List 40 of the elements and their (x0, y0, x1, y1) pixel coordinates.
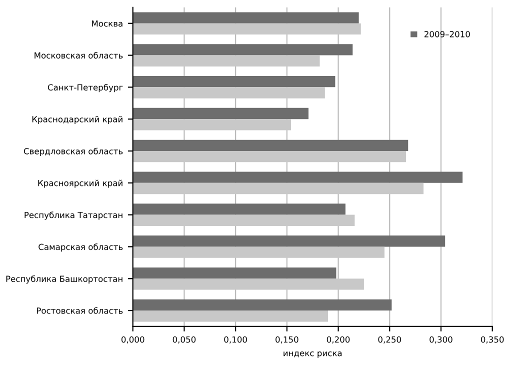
x-tick-label: 0,300 (430, 336, 452, 344)
y-tick-label: Самарская область (38, 243, 123, 252)
bar (132, 12, 359, 24)
bar (132, 172, 463, 183)
bar (132, 204, 346, 215)
bar (132, 108, 308, 120)
bar (132, 87, 325, 98)
bar (132, 119, 292, 130)
x-axis-title: индекс риска (284, 351, 342, 358)
bar (132, 182, 424, 194)
bar (132, 246, 384, 258)
bar (132, 299, 392, 311)
bar (132, 310, 328, 322)
x-tick-label: 0,200 (326, 336, 350, 344)
y-tick-label: Ростовская область (36, 307, 123, 314)
x-tick-label: 0,150 (276, 336, 298, 344)
bar (132, 55, 320, 66)
bar (132, 278, 364, 290)
bar (132, 214, 355, 226)
y-tick-label: Республика Татарстан (24, 212, 122, 220)
y-tick-label: Москва (92, 20, 122, 27)
x-tick-label: 0,250 (378, 336, 402, 344)
bar (132, 44, 353, 56)
x-tick-label: 0,050 (172, 336, 196, 344)
bar (132, 236, 446, 247)
x-tick-label: 0,100 (224, 336, 247, 344)
y-tick-label: Республика Башкортостан (6, 275, 122, 284)
bar (132, 76, 336, 88)
y-tick-label: Московская область (34, 52, 123, 59)
bar (132, 267, 336, 279)
x-tick-label: 0,350 (480, 336, 504, 344)
y-tick-label: Свердловская область (24, 148, 123, 156)
x-tick-label: 0,000 (121, 336, 144, 344)
y-tick-label: Краснодарский край (32, 116, 122, 124)
y-tick-label: Красноярский край (38, 180, 122, 188)
y-tick-label: Санкт-Петербург (48, 84, 123, 92)
legend-label: 2009–2010 (424, 31, 470, 38)
bar (132, 140, 408, 151)
bar (132, 150, 406, 162)
bar (132, 23, 361, 35)
